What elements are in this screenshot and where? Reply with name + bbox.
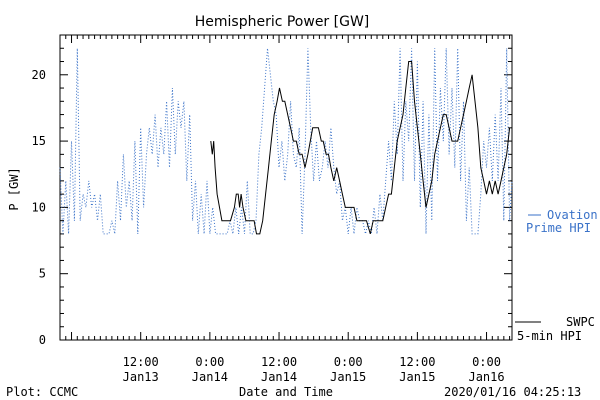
x-tick-label-date: Jan13 <box>123 370 159 384</box>
chart-title: Hemispheric Power [GW] <box>195 14 370 30</box>
legend-swpc-label-2: 5-min HPI <box>517 329 582 343</box>
legend-ovation-label-2: Prime HPI <box>526 221 591 235</box>
x-tick-label-date: Jan16 <box>468 370 504 384</box>
x-tick-label-date: Jan15 <box>399 370 435 384</box>
legend-ovation-label: Ovation <box>547 208 598 222</box>
plot-frame <box>59 34 513 341</box>
y-tick-label: 0 <box>39 333 46 347</box>
y-tick-label: 20 <box>32 68 46 82</box>
x-tick-label-time: 12:00 <box>261 355 297 369</box>
x-tick-label-time: 0:00 <box>334 355 363 369</box>
x-tick-label-date: Jan15 <box>330 370 366 384</box>
x-tick-label-date: Jan14 <box>261 370 297 384</box>
y-tick-label: 10 <box>32 200 46 214</box>
ovation-prime-hpi-line <box>59 48 513 235</box>
y-tick-label: 15 <box>32 134 46 148</box>
x-tick-label-time: 0:00 <box>195 355 224 369</box>
x-axis: 12:00Jan130:00Jan1412:00Jan140:00Jan1512… <box>59 35 511 384</box>
x-tick-label-time: 12:00 <box>399 355 435 369</box>
x-tick-label-time: 12:00 <box>123 355 159 369</box>
x-tick-label-date: Jan14 <box>192 370 228 384</box>
footer-timestamp: 2020/01/16 04:25:13 <box>444 385 581 399</box>
x-tick-label-time: 0:00 <box>472 355 501 369</box>
series-group <box>59 48 513 235</box>
y-axis-label: P [GW] <box>7 167 21 210</box>
x-axis-label: Date and Time <box>239 385 333 399</box>
swpc-hpi-line <box>210 61 511 235</box>
footer-plot-credit: Plot: CCMC <box>6 385 78 399</box>
y-axis: 0 5 10 15 20 <box>32 34 512 347</box>
y-tick-label: 5 <box>39 267 46 281</box>
legend-swpc-label: SWPC <box>566 315 595 329</box>
